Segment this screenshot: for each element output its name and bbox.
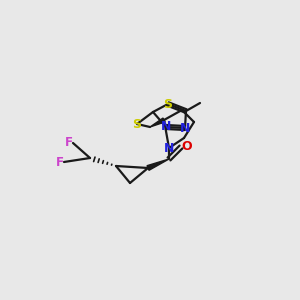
Text: N: N [164,142,174,154]
Text: N: N [180,122,190,134]
Text: O: O [182,140,192,154]
Text: F: F [65,136,73,149]
Polygon shape [147,159,169,170]
Text: F: F [56,155,64,169]
Text: S: S [133,118,142,130]
Polygon shape [150,118,165,127]
Text: S: S [164,98,172,110]
Text: N: N [161,121,171,134]
